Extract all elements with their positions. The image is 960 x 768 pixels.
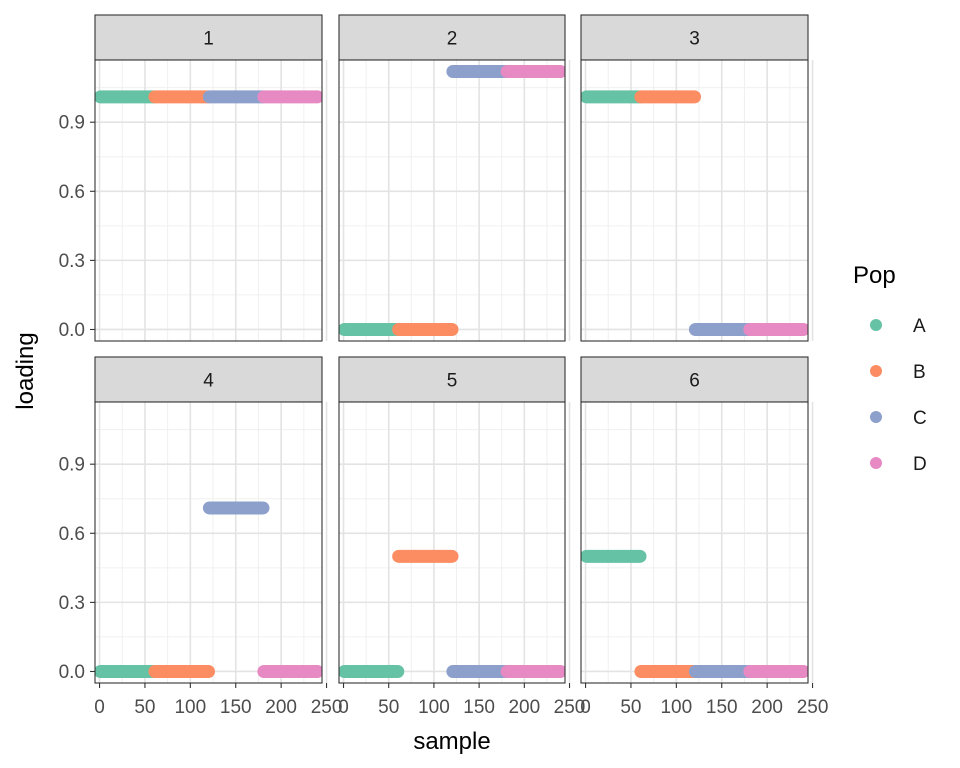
x-tick-label: 250 xyxy=(797,697,829,718)
y-tick-label: 0.3 xyxy=(59,593,85,614)
facet-strip xyxy=(94,356,323,403)
facet-panel-6: 6 xyxy=(580,356,814,684)
facet-panels: 1 2 3 4 5 6 xyxy=(94,14,814,684)
x-tick-label: 150 xyxy=(706,697,738,718)
panel-border xyxy=(580,59,809,342)
x-tick-label: 200 xyxy=(751,697,783,718)
data-points xyxy=(581,90,808,336)
x-tick-label: 150 xyxy=(463,697,495,718)
facet-panel-2: 2 xyxy=(338,14,571,342)
facet-title: 6 xyxy=(689,371,700,392)
panel-border xyxy=(580,401,809,684)
x-tick-label: 100 xyxy=(660,697,692,718)
legend-label: A xyxy=(913,316,926,337)
panel-border xyxy=(94,59,323,342)
x-axis-title: sample xyxy=(413,728,490,755)
facet-title: 4 xyxy=(203,371,214,392)
y-axis: 0.0 0.3 0.6 0.9 0.0 0.3 0.6 0.9 xyxy=(59,113,95,683)
facet-panel-5: 5 xyxy=(338,356,571,684)
legend-key-A xyxy=(870,319,882,331)
facet-title: 5 xyxy=(447,371,458,392)
data-points xyxy=(581,549,808,678)
y-tick-label: 0.6 xyxy=(59,182,85,203)
legend-key-C xyxy=(870,411,882,423)
data-points xyxy=(339,65,565,336)
x-tick-label: 250 xyxy=(554,697,586,718)
legend-key-B xyxy=(870,365,882,377)
facet-panel-1: 1 xyxy=(94,14,328,342)
panel-border xyxy=(338,59,566,342)
x-tick-label: 50 xyxy=(134,697,155,718)
x-tick-label: 0 xyxy=(94,697,105,718)
facet-strip xyxy=(580,356,809,403)
legend-label: B xyxy=(913,362,926,383)
y-tick-label: 0.6 xyxy=(59,524,85,545)
x-tick-label: 150 xyxy=(220,697,252,718)
x-tick-label: 50 xyxy=(620,697,641,718)
x-tick-label: 50 xyxy=(378,697,399,718)
legend-label: C xyxy=(913,408,927,429)
x-tick-label: 0 xyxy=(580,697,591,718)
facet-strip xyxy=(338,356,566,403)
facet-strip xyxy=(580,14,809,61)
x-tick-label: 200 xyxy=(508,697,540,718)
x-tick-label: 100 xyxy=(174,697,206,718)
x-tick-label: 100 xyxy=(418,697,450,718)
y-tick-label: 0.9 xyxy=(59,113,85,134)
facet-panel-4: 4 xyxy=(94,356,328,684)
y-tick-label: 0.9 xyxy=(59,455,85,476)
legend-label: D xyxy=(913,454,927,475)
panel-background xyxy=(339,402,565,683)
x-tick-label: 250 xyxy=(311,697,343,718)
legend-key-D xyxy=(870,457,882,469)
facet-strip xyxy=(338,14,566,61)
panel-border xyxy=(338,401,566,684)
facet-title: 2 xyxy=(447,29,458,50)
x-tick-label: 0 xyxy=(338,697,349,718)
y-axis-title: loading xyxy=(12,332,39,409)
facet-title: 3 xyxy=(689,29,700,50)
facet-panel-3: 3 xyxy=(580,14,814,342)
panel-border xyxy=(94,401,323,684)
x-tick-label: 200 xyxy=(265,697,297,718)
data-points xyxy=(95,501,322,678)
panel-background xyxy=(95,60,322,341)
panel-background xyxy=(339,60,565,341)
facet-strip xyxy=(94,14,323,61)
y-tick-label: 0.0 xyxy=(59,662,85,683)
panel-background xyxy=(95,402,322,683)
legend-title: Pop xyxy=(853,262,896,289)
data-points xyxy=(339,549,565,678)
y-tick-label: 0.0 xyxy=(59,320,85,341)
facet-title: 1 xyxy=(203,29,214,50)
y-tick-label: 0.3 xyxy=(59,251,85,272)
panel-background xyxy=(581,402,808,683)
panel-background xyxy=(581,60,808,341)
legend: Pop A B C D xyxy=(853,262,927,475)
